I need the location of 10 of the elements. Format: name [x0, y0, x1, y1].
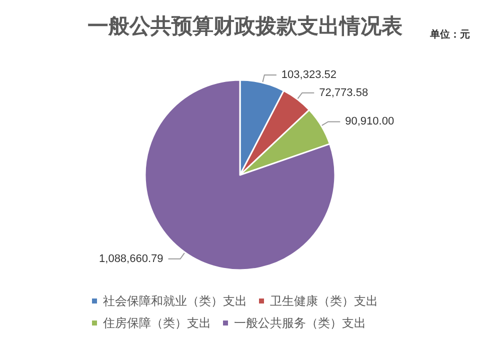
legend-label: 社会保障和就业（类）支出 — [103, 294, 247, 308]
legend-label: 一般公共服务（类）支出 — [234, 316, 366, 330]
legend-label: 住房保障（类）支出 — [102, 316, 211, 330]
data-label: 72,773.58 — [319, 86, 368, 99]
data-label: 90,910.00 — [345, 116, 394, 128]
chart-title: 一般公共预算财政拨款支出情况表 — [88, 13, 402, 38]
text: 单位：元 — [429, 28, 470, 40]
data-label: 103,323.52 — [281, 68, 336, 81]
legend-label: 卫生健康（类）支出 — [270, 294, 378, 308]
data-label: 1,088,660.79 — [99, 252, 164, 265]
